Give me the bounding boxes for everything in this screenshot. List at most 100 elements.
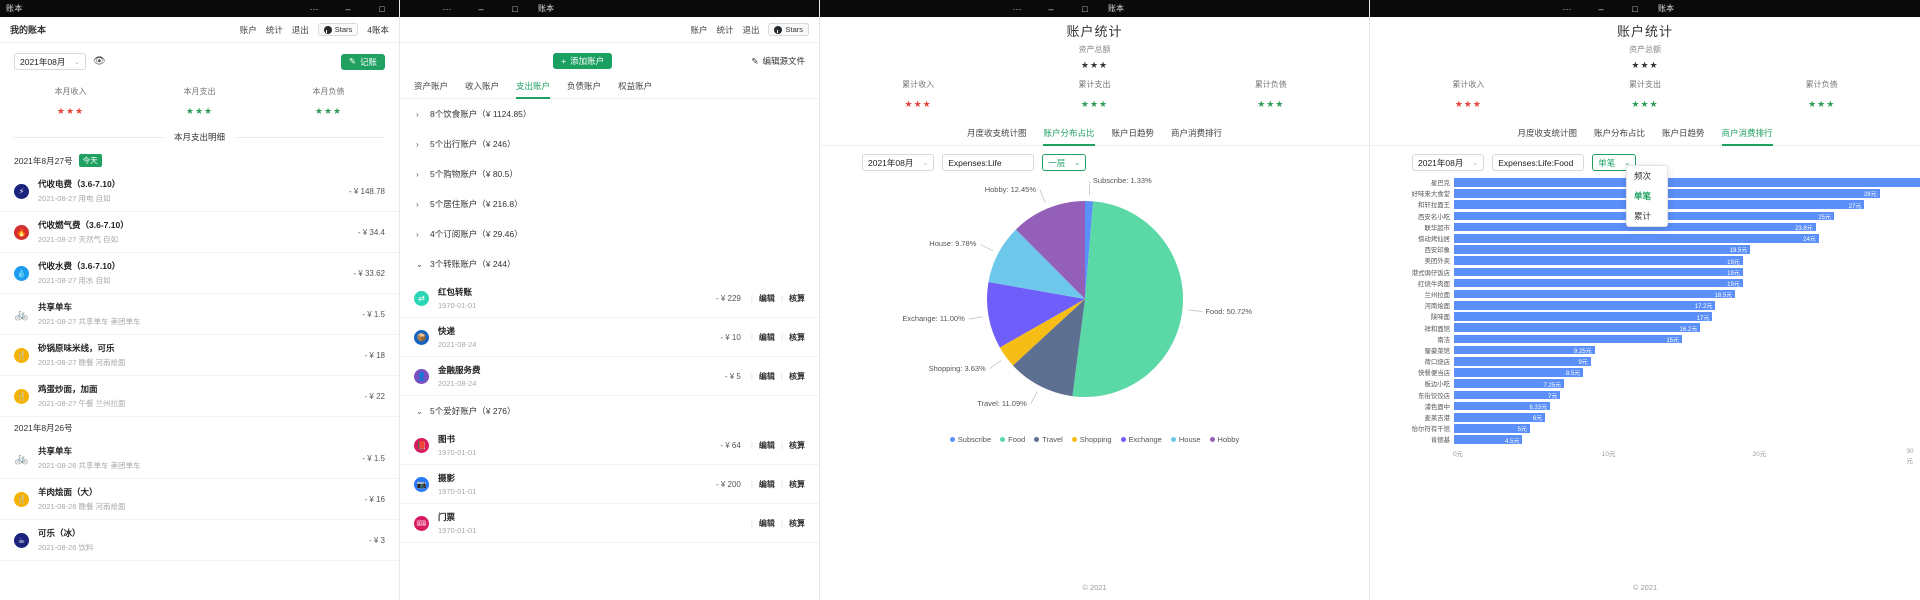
transaction-row[interactable]: 🔥 代收燃气费（3.6-7.10） 2021-08-27 天然气 自如 - ¥ 34.… [0, 212, 399, 253]
transaction-row[interactable]: 📦 快递 2021-08-24 - ¥ 10 | 编辑 | 核算 [400, 318, 819, 357]
bar[interactable] [1454, 323, 1701, 333]
account-group-row[interactable]: › 5个居住账户（¥ 216.8） [400, 189, 819, 219]
bar[interactable] [1454, 345, 1595, 355]
pie-slice-subscribe[interactable] [1085, 201, 1094, 299]
more-icon[interactable]: ··· [309, 3, 319, 14]
bar-row[interactable]: 星巴克 33元 [1380, 177, 1920, 188]
bar[interactable] [1454, 379, 1565, 388]
bar[interactable] [1454, 312, 1713, 321]
bar-row[interactable]: 陕味面 17元 [1380, 311, 1910, 322]
month-select[interactable]: 2021年08月 ⌄ [14, 53, 86, 70]
calc-link[interactable]: 核算 [789, 479, 805, 489]
legend-item-shopping[interactable]: Shopping [1071, 435, 1112, 444]
minimize-icon[interactable]: – [478, 3, 484, 14]
minimize-icon[interactable]: – [1048, 3, 1054, 14]
eye-off-icon[interactable]: 👁 [93, 56, 106, 67]
bar[interactable] [1454, 278, 1743, 288]
dropdown-option-单笔[interactable]: 单笔 [1634, 191, 1652, 201]
calc-link[interactable]: 核算 [789, 332, 805, 342]
month-filter[interactable]: 2021年08月 ⌄ [862, 154, 935, 171]
more-icon[interactable]: ··· [442, 3, 452, 14]
pie-slice-food[interactable] [1072, 201, 1184, 397]
transaction-row[interactable]: 💧 代收水费（3.6-7.10） 2021-08-27 用水 自如 - ¥ 33.62 [0, 253, 399, 294]
bar-row[interactable]: 麦莱吉港 6元 [1380, 412, 1910, 423]
add-account-button[interactable]: + 添加账户 [553, 53, 613, 69]
account-group-row[interactable]: › 8个饮食账户（¥ 1124.85） [400, 99, 819, 129]
maximize-icon[interactable]: □ [1082, 3, 1088, 14]
bar[interactable] [1454, 412, 1546, 422]
pie-slice-exchange[interactable] [987, 282, 1085, 348]
legend-item-food[interactable]: Food [1000, 435, 1025, 444]
bar-row[interactable]: 肯德基 4.5元 [1380, 434, 1910, 445]
bar-row[interactable]: 红烧牛肉面 19元 [1380, 278, 1910, 289]
minimize-icon[interactable]: – [345, 3, 351, 14]
bar[interactable] [1454, 289, 1736, 299]
maximize-icon[interactable]: □ [1632, 3, 1638, 14]
pie-slice-shopping[interactable] [999, 299, 1085, 366]
bar-row[interactable]: 怡尔符有千馆 5元 [1380, 423, 1910, 434]
maximize-icon[interactable]: □ [512, 3, 518, 14]
bar[interactable] [1454, 267, 1743, 277]
edit-link[interactable]: 编辑 [758, 479, 775, 489]
account-group-row[interactable]: › 4个订阅账户（¥ 29.46） [400, 219, 819, 249]
bar-row[interactable]: 美团外卖 19元 [1380, 255, 1910, 266]
bar-row[interactable]: 西安印象 19.5元 [1380, 244, 1910, 255]
dropdown-option-累计[interactable]: 累计 [1634, 211, 1652, 221]
transaction-row[interactable]: 🎟 门票 1970-01-01 | 编辑 | 核算 [400, 504, 819, 543]
maximize-icon[interactable]: □ [379, 3, 385, 14]
legend-item-exchange[interactable]: Exchange [1120, 435, 1162, 444]
nav-link-stats[interactable]: 统计 [716, 24, 734, 35]
transaction-row[interactable]: 📷 摄影 1970-01-01 - ¥ 200 | 编辑 | 核算 [400, 465, 819, 504]
bar-row[interactable]: 快餐便当店 8.5元 [1380, 367, 1910, 378]
tab-account-type-4[interactable]: 权益账户 [618, 81, 653, 91]
edit-link[interactable]: 编辑 [758, 371, 775, 381]
tab-stat-0[interactable]: 月度收支统计图 [1517, 128, 1577, 138]
bar[interactable] [1454, 401, 1551, 411]
bar-row[interactable]: 南洁 15元 [1380, 334, 1910, 345]
edit-link[interactable]: 编辑 [758, 293, 775, 303]
bar[interactable] [1454, 222, 1816, 232]
legend-item-hobby[interactable]: Hobby [1209, 435, 1239, 444]
transaction-row[interactable]: 🚲 共享单车 2021-08-27 共享单车 美团单车 - ¥ 1.5 [0, 294, 399, 335]
pie-slice-house[interactable] [988, 229, 1085, 299]
bar[interactable] [1454, 233, 1819, 243]
bar-row[interactable]: 东街饺饺店 7元 [1380, 390, 1910, 401]
record-button[interactable]: ✎ 记账 [340, 53, 385, 70]
legend-item-travel[interactable]: Travel [1034, 435, 1063, 444]
bar-row[interactable]: 联华超市 23.8元 [1380, 222, 1910, 233]
bar[interactable] [1454, 256, 1743, 265]
nav-link-logout[interactable]: 退出 [742, 24, 760, 35]
account-group-row[interactable]: › 5个出行账户（¥ 246） [400, 129, 819, 159]
tab-stat-1[interactable]: 账户分布占比 [1043, 127, 1095, 146]
more-icon[interactable]: ··· [1562, 3, 1572, 14]
bar[interactable] [1454, 357, 1591, 366]
account-group-row[interactable]: ⌄ 5个爱好账户（¥ 276） [400, 396, 819, 426]
bar[interactable] [1454, 245, 1751, 254]
bar-row[interactable]: 港式焗仔饭店 19元 [1380, 267, 1910, 278]
nav-link-logout[interactable]: 退出 [291, 24, 309, 35]
pie-slice-travel[interactable] [1012, 299, 1085, 397]
transaction-row[interactable]: 👤 金融服务费 2021-08-24 - ¥ 5 | 编辑 | 核算 [400, 357, 819, 396]
level-filter[interactable]: 一层 ⌄ [1042, 154, 1087, 171]
transaction-row[interactable]: 🍴 羊肉烩面（大） 2021-08-26 晚餐 河南烩面 - ¥ 16 [0, 479, 399, 520]
transaction-row[interactable]: 🚲 共享单车 2021-08-26 共享单车 美团单车 - ¥ 1.5 [0, 438, 399, 479]
bar[interactable] [1454, 301, 1716, 310]
pie-slice-hobby[interactable] [1015, 201, 1085, 299]
tab-account-type-1[interactable]: 收入账户 [465, 81, 500, 91]
bar-row[interactable]: 河南烩面 17.2元 [1380, 300, 1910, 311]
legend-item-house[interactable]: House [1170, 435, 1201, 444]
tab-account-type-3[interactable]: 负债账户 [567, 81, 602, 91]
bar-row[interactable]: 浦色面中 6.33元 [1380, 401, 1910, 412]
tab-stat-3[interactable]: 商户消费排行 [1721, 127, 1773, 146]
account-group-row[interactable]: ⌄ 3个转账账户（¥ 244） [400, 249, 819, 279]
account-filter[interactable]: Expenses:Life:Food [1492, 154, 1585, 171]
tab-stat-2[interactable]: 账户日趋势 [1111, 128, 1155, 138]
legend-item-subscribe[interactable]: Subscribe [949, 435, 991, 444]
calc-link[interactable]: 核算 [789, 293, 805, 303]
tab-account-type-0[interactable]: 资产账户 [414, 81, 449, 91]
bar[interactable] [1454, 435, 1523, 444]
calc-link[interactable]: 核算 [789, 518, 805, 528]
tab-stat-2[interactable]: 账户日趋势 [1662, 128, 1705, 138]
bar-row[interactable]: 荷口烧店 9元 [1380, 356, 1910, 367]
metric-dropdown-menu[interactable]: 频次 单笔 累计 [1626, 165, 1668, 227]
